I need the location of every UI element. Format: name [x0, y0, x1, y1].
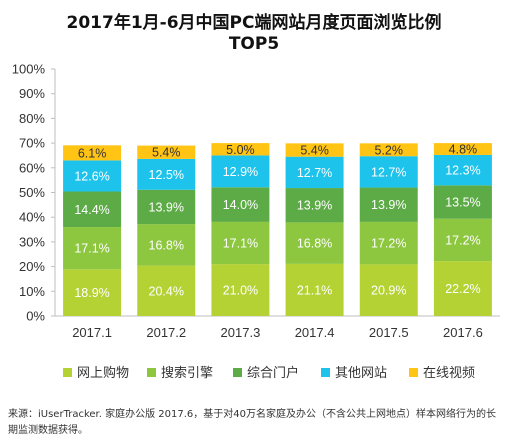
data-label: 5.2% [375, 143, 404, 157]
bar-segment [285, 188, 344, 223]
chart-title: 2017年1月-6月中国PC端网站月度页面浏览比例 [66, 13, 442, 33]
bar-segment [211, 143, 270, 156]
data-label: 13.5% [445, 196, 480, 210]
bar-segment [433, 143, 492, 155]
data-label: 12.3% [445, 164, 480, 178]
bar-segment [285, 222, 344, 264]
data-label: 16.8% [149, 238, 184, 252]
y-tick-label: 30% [19, 234, 45, 249]
bar-segment [137, 145, 196, 159]
bar-segment [285, 156, 344, 189]
y-tick-label: 80% [19, 111, 45, 126]
bar-segment [137, 189, 196, 225]
y-tick-label: 20% [19, 259, 45, 274]
data-label: 21.0% [223, 284, 258, 298]
bar-segment [211, 155, 270, 188]
legend-swatch [233, 368, 242, 377]
bar-segment [433, 218, 492, 262]
x-tick-label: 2017.6 [443, 325, 483, 340]
x-tick-label: 2017.4 [295, 325, 335, 340]
bar-segment [359, 264, 418, 316]
y-tick-label: 100% [12, 62, 46, 77]
bar-segment [433, 154, 492, 186]
data-label: 12.9% [223, 165, 258, 179]
y-tick-label: 60% [19, 160, 45, 175]
legend-swatch [409, 368, 418, 377]
data-label: 12.5% [149, 168, 184, 182]
data-label: 21.1% [297, 283, 332, 297]
data-label: 17.2% [371, 237, 406, 251]
bar-segment [211, 221, 270, 265]
legend-label: 网上购物 [77, 365, 129, 381]
bar-segment [63, 269, 122, 316]
x-tick-label: 2017.5 [369, 325, 409, 340]
bar-segment [63, 145, 122, 161]
data-label: 12.7% [297, 166, 332, 180]
data-label: 17.2% [445, 233, 480, 247]
data-label: 4.8% [449, 143, 478, 157]
x-tick-label: 2017.2 [146, 325, 186, 340]
bar-segment [211, 187, 270, 222]
bar-segment [433, 261, 492, 316]
bar-segment [211, 264, 270, 316]
data-label: 18.9% [74, 286, 109, 300]
y-tick-label: 40% [19, 210, 45, 225]
bar-segment [137, 224, 196, 266]
data-label: 6.1% [78, 146, 107, 160]
y-tick-label: 70% [19, 136, 45, 151]
bar-segment [359, 187, 418, 222]
data-label: 12.7% [371, 165, 406, 179]
data-label: 12.6% [74, 169, 109, 183]
bar-segment [63, 191, 122, 228]
data-label: 14.0% [223, 198, 258, 212]
data-label: 16.8% [297, 237, 332, 251]
data-label: 17.1% [223, 237, 258, 251]
bar-segment [285, 263, 344, 316]
legend-swatch [321, 368, 330, 377]
legend-label: 其他网站 [335, 366, 387, 381]
bar-segment [359, 143, 418, 157]
legend-swatch [147, 368, 156, 377]
data-label: 13.9% [149, 200, 184, 214]
stacked-bar-chart: 0% 10% 20% 30% 40% 50% 60% 70% 80% 90% 100% 18.9% 17… [12, 62, 500, 381]
bar-segment [63, 160, 122, 192]
bar-segment [63, 227, 122, 270]
legend-label: 综合门户 [247, 365, 299, 381]
chart-subtitle: TOP5 [228, 34, 280, 54]
bar-segment [359, 221, 418, 265]
source-note: 来源：iUserTracker. 家庭办公版 2017.6，基于对40万名家庭及… [8, 409, 496, 436]
legend-label: 在线视频 [423, 366, 475, 381]
y-tick-label: 50% [19, 185, 45, 200]
data-label: 5.4% [152, 146, 181, 160]
data-label: 22.2% [445, 282, 480, 296]
x-tick-label: 2017.3 [221, 325, 261, 340]
bar-segment [285, 143, 344, 157]
bar-segment [137, 265, 196, 316]
y-tick-label: 10% [19, 284, 45, 299]
bar-segment [433, 185, 492, 219]
data-label: 5.0% [226, 143, 255, 157]
legend-label: 搜索引擎 [161, 366, 213, 381]
y-tick-label: 90% [19, 86, 45, 101]
bar-segment [137, 158, 196, 190]
data-label: 13.9% [371, 198, 406, 212]
data-label: 17.1% [74, 242, 109, 256]
data-label: 20.9% [371, 284, 406, 298]
data-label: 5.4% [300, 144, 329, 158]
x-tick-label: 2017.1 [72, 325, 112, 340]
y-tick-label: 0% [26, 309, 45, 324]
legend-swatch [63, 368, 72, 377]
data-label: 13.9% [297, 199, 332, 213]
data-label: 14.4% [74, 203, 109, 217]
data-label: 20.4% [149, 284, 184, 298]
bar-segment [359, 156, 418, 188]
